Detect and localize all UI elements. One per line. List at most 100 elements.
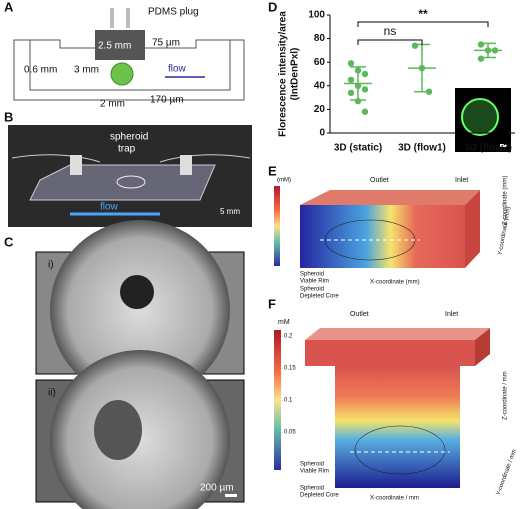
model-slab (305, 340, 475, 366)
colorbar-title: mM (278, 319, 290, 326)
data-point (425, 88, 433, 95)
x-tick-label: 3D (flow1) (398, 143, 446, 154)
label: Y-coordinate / mm (496, 449, 518, 497)
inset-spheroid (461, 98, 499, 136)
label: Spheroid (300, 486, 324, 492)
annotation: ** (418, 7, 428, 21)
label: Spheroid (300, 287, 324, 293)
trap-ring (116, 175, 146, 189)
data-point (354, 97, 362, 105)
model-top (300, 190, 480, 205)
data-point (361, 70, 369, 78)
label: ii) (48, 388, 56, 399)
colorbar (274, 330, 281, 470)
label: X-coordinate (mm) (370, 280, 420, 286)
colorbar-tick: 0.05 (284, 430, 296, 436)
label: Depleted Core (300, 493, 339, 499)
panel-letter: D (268, 0, 277, 14)
colorbar-tick: 0.15 (284, 366, 296, 372)
panel-letter: B (4, 109, 13, 124)
spheroid-outline (354, 425, 446, 475)
data-point (484, 47, 492, 54)
y-tick-label: 0 (319, 128, 325, 139)
data-point (418, 64, 426, 72)
x-tick-label: 3D (static) (334, 143, 382, 154)
label: X-coordinate / mm (370, 496, 419, 502)
label: Viable Rim (300, 469, 329, 475)
colorbar-tick: 0.1 (284, 398, 293, 404)
colorbar-tick: 0.2 (284, 334, 293, 340)
dot-plot: 0 20 40 60 80 100 Florescence intensity/area (I… (278, 7, 515, 154)
panel-letter: A (4, 0, 14, 14)
label: 0.6 mm (24, 65, 57, 76)
data-point (361, 86, 369, 93)
label: Z-coordinate / mm (503, 371, 509, 420)
label: Outlet (350, 311, 369, 318)
y-axis-label: Florescence intensity/area (278, 11, 289, 137)
data-point (411, 42, 419, 49)
panel-letter: C (4, 234, 14, 249)
data-point (354, 82, 362, 90)
label: 5 mm (220, 207, 240, 216)
y-tick-label: 60 (314, 57, 326, 68)
label: i) (48, 260, 54, 271)
bracket (357, 21, 489, 27)
label: 200 µm (200, 483, 234, 494)
data-point (477, 41, 485, 48)
model-top (305, 328, 490, 340)
colorbar (274, 186, 280, 266)
data-point (347, 60, 355, 67)
data-point (347, 76, 355, 84)
tubing (11, 154, 251, 163)
y-tick-label: 100 (308, 10, 325, 21)
y-tick-label: 80 (314, 33, 326, 44)
label: Spheroid (300, 462, 324, 468)
well (50, 220, 230, 400)
y-axis-label: (IntDenPxl) (290, 48, 301, 101)
label: Viable Rim (300, 279, 329, 285)
data-point (491, 47, 499, 54)
model-stem (335, 366, 460, 488)
pdms-plug (95, 30, 145, 60)
label: flow (168, 64, 187, 75)
data-point (354, 67, 362, 74)
y-tick-label: 40 (314, 80, 326, 91)
panel-letter: F (268, 296, 276, 311)
panel-letter: E (268, 163, 277, 178)
label: Z-coordinate (mm) (503, 176, 509, 225)
model-side (465, 190, 480, 268)
scale-bar (225, 494, 237, 497)
model-side (475, 328, 490, 366)
label: Depleted Core (300, 294, 339, 300)
label: Outlet (370, 177, 389, 184)
data-point (477, 55, 485, 62)
connector (180, 155, 192, 175)
label: 75 µm (152, 38, 180, 49)
data-point (361, 108, 369, 115)
model-front (300, 205, 465, 268)
chip-outline (13, 39, 245, 101)
label: Inlet (445, 311, 458, 318)
y-tick-label: 20 (314, 104, 326, 115)
x-tick-label: 3D (flow2) (464, 143, 512, 154)
label: 3 mm (74, 65, 99, 76)
channel (29, 40, 231, 91)
plug-arrows (110, 8, 130, 28)
label: trap (118, 144, 136, 155)
data-point (347, 89, 355, 97)
label: Spheroid (300, 272, 324, 278)
scale-bar (500, 144, 507, 147)
label: 170 µm (150, 95, 184, 106)
label: flow (100, 202, 119, 213)
spheroid (110, 62, 134, 86)
label: 2.5 mm (98, 41, 131, 52)
bracket (357, 39, 423, 45)
connector (70, 155, 82, 175)
label: 2 mm (100, 99, 125, 110)
label: spheroid (110, 132, 148, 143)
spheroid (94, 400, 142, 460)
label: PDMS plug (148, 7, 199, 18)
colorbar-title: (mM) (277, 178, 291, 184)
label: Inlet (455, 177, 468, 184)
